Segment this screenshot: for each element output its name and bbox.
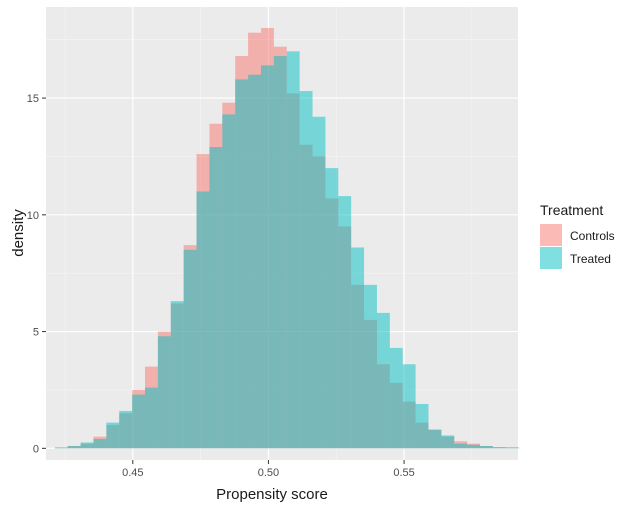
- histogram-bar-treated: [390, 348, 403, 448]
- x-axis-title: Propensity score: [216, 486, 328, 503]
- histogram-bar-treated: [454, 444, 467, 449]
- histogram-bar-treated: [467, 445, 480, 449]
- histogram-bar-treated: [300, 91, 313, 448]
- y-axis: 0 5 10 15: [27, 93, 46, 455]
- histogram-bar-treated: [493, 447, 506, 448]
- x-tick-label: 0.50: [258, 467, 279, 479]
- y-tick-label: 10: [27, 210, 39, 222]
- x-tick-label: 0.55: [393, 467, 414, 479]
- histogram-bar-treated: [428, 430, 441, 449]
- histogram-bar-treated: [416, 404, 429, 448]
- histogram-bar-treated: [106, 423, 119, 449]
- legend-label-treated: Treated: [570, 252, 611, 266]
- histogram-bar-treated: [132, 395, 145, 449]
- legend-label-controls: Controls: [570, 229, 615, 243]
- histogram-bar-treated: [403, 364, 416, 448]
- histogram-bar-treated: [222, 114, 235, 448]
- y-axis-title: density: [10, 209, 27, 257]
- histogram-bar-treated: [274, 56, 287, 448]
- y-tick-label: 5: [33, 327, 39, 339]
- histogram-bar-treated: [506, 447, 519, 448]
- x-axis: 0.45 0.50 0.55: [122, 460, 415, 479]
- histogram-bar-treated: [209, 147, 222, 448]
- histogram-bar-treated: [158, 336, 171, 448]
- legend-key-controls: [540, 224, 562, 246]
- histogram-bar-treated: [441, 435, 454, 448]
- histogram-bar-treated: [184, 250, 197, 448]
- histogram-bar-treated: [287, 51, 300, 448]
- legend-title: Treatment: [540, 202, 603, 218]
- histogram-bar-treated: [377, 313, 390, 448]
- legend-key-treated: [540, 247, 562, 269]
- histogram-bar-treated: [81, 442, 94, 448]
- histogram-bar-treated: [351, 248, 364, 449]
- y-tick-label: 15: [27, 93, 39, 105]
- histogram-bar-treated: [145, 388, 158, 449]
- legend-entry-treated: Treated: [540, 247, 611, 269]
- histogram-bar-treated: [197, 191, 210, 448]
- x-tick-label: 0.45: [122, 467, 143, 479]
- histogram-bar-treated: [480, 446, 493, 448]
- histogram-bar-treated: [119, 411, 132, 448]
- histogram-bar-treated: [313, 117, 326, 449]
- histogram-bar-treated: [171, 301, 184, 448]
- y-tick-label: 0: [33, 443, 39, 455]
- histogram-bar-treated: [325, 168, 338, 448]
- histogram-bar-treated: [235, 79, 248, 448]
- histogram-bar-treated: [364, 285, 377, 448]
- legend: Treatment Controls Treated: [540, 202, 615, 269]
- histogram-bar-treated: [68, 446, 81, 448]
- histogram-bar-treated: [338, 196, 351, 448]
- legend-entry-controls: Controls: [540, 224, 615, 246]
- histogram-bar-treated: [261, 65, 274, 448]
- histogram-bar-treated: [93, 439, 106, 448]
- histogram-bar-treated: [248, 75, 261, 449]
